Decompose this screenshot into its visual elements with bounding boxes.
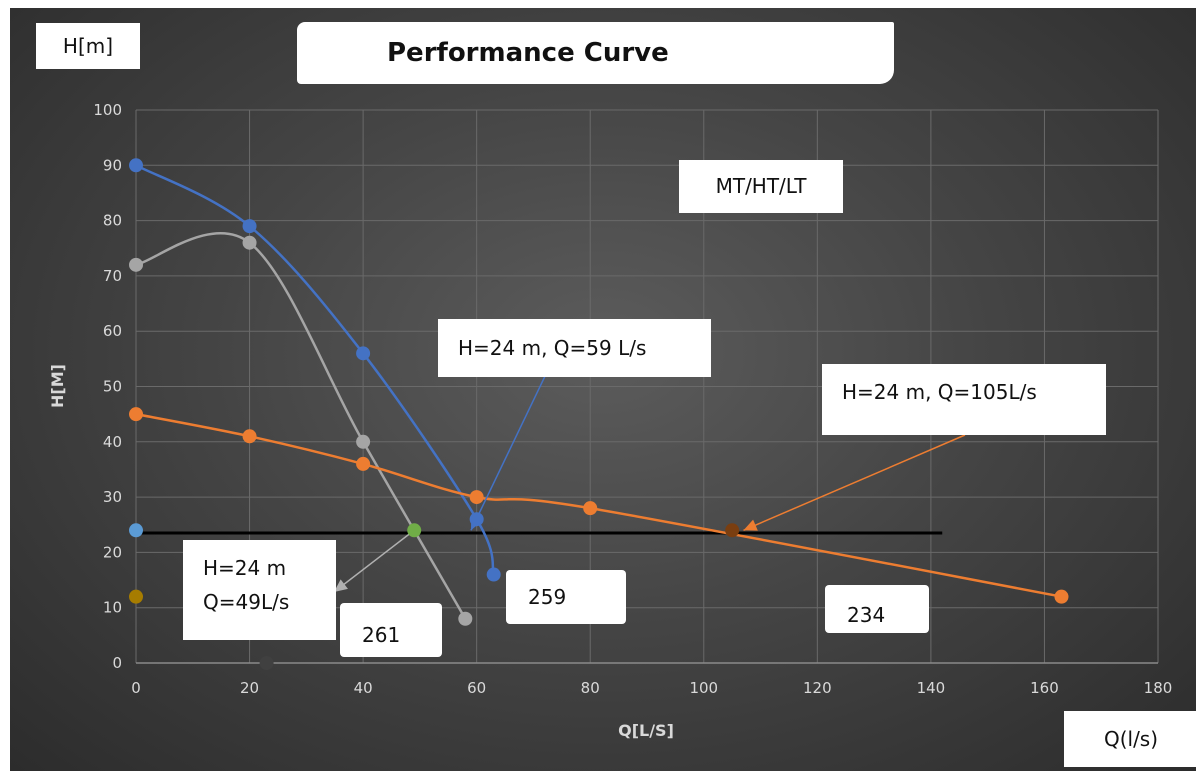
series-tag-259: 259	[506, 570, 626, 624]
pump-types-label: MT/HT/LT	[679, 160, 843, 213]
x-tick-label: 100	[689, 679, 718, 697]
x-tick-label: 0	[131, 679, 141, 697]
marker-point	[725, 523, 740, 538]
marker-point	[407, 523, 422, 538]
x-axis-label: Q[L/S]	[618, 721, 674, 740]
data-point-234	[129, 407, 143, 422]
callout-259: H=24 m, Q=59 L/s	[438, 319, 711, 377]
x-tick-label: 60	[467, 679, 486, 697]
chart-title: Performance Curve	[297, 22, 894, 84]
x-tick-label: 120	[803, 679, 832, 697]
data-point-259	[129, 158, 143, 173]
data-point-259	[242, 219, 257, 234]
y-tick-label: 30	[103, 488, 122, 506]
y-axis-label: H[M]	[48, 364, 67, 408]
y-tick-label: 90	[103, 156, 122, 174]
series-tag-261: 261	[340, 603, 442, 657]
marker-point	[259, 656, 274, 670]
data-point-261	[356, 434, 371, 449]
data-point-261	[129, 257, 143, 272]
callout-234: H=24 m, Q=105L/s	[822, 364, 1106, 435]
x-tick-label: 80	[581, 679, 600, 697]
y-tick-label: 10	[103, 599, 122, 617]
x-unit-label: Q(l/s)	[1064, 711, 1198, 767]
y-tick-label: 80	[103, 212, 122, 230]
y-tick-label: 70	[103, 267, 122, 285]
x-tick-label: 20	[240, 679, 259, 697]
callout-261-line1: H=24 m	[203, 556, 287, 580]
y-tick-label: 60	[103, 322, 122, 340]
callout-261-line2: Q=49L/s	[203, 590, 290, 614]
arrow-234-head	[743, 519, 758, 531]
y-tick-label: 50	[103, 378, 122, 396]
data-point-259	[486, 567, 501, 582]
y-tick-label: 0	[112, 654, 122, 672]
y-tick-label: 100	[93, 101, 122, 119]
x-tick-label: 40	[354, 679, 373, 697]
y-unit-label: H[m]	[36, 23, 140, 69]
x-tick-label: 160	[1030, 679, 1059, 697]
arrow-234	[743, 434, 966, 531]
data-point-261	[242, 235, 257, 250]
data-point-234	[469, 490, 484, 505]
x-tick-label: 180	[1144, 679, 1173, 697]
y-tick-label: 40	[103, 433, 122, 451]
series-line-261	[135, 231, 467, 620]
marker-point	[129, 589, 143, 604]
data-point-259	[469, 512, 484, 527]
arrow-261-head	[334, 579, 348, 592]
data-point-234	[1054, 589, 1069, 604]
data-point-234	[583, 501, 598, 516]
arrow-261	[333, 529, 415, 593]
data-point-259	[356, 346, 371, 361]
data-point-234	[242, 429, 257, 444]
x-tick-label: 140	[917, 679, 946, 697]
series-tag-234: 234	[825, 585, 929, 633]
callout-261: H=24 m Q=49L/s	[183, 540, 336, 640]
marker-point	[129, 523, 143, 538]
y-tick-label: 20	[103, 543, 122, 561]
arrow-259	[470, 371, 548, 531]
data-point-261	[458, 611, 473, 626]
data-point-234	[356, 456, 371, 471]
